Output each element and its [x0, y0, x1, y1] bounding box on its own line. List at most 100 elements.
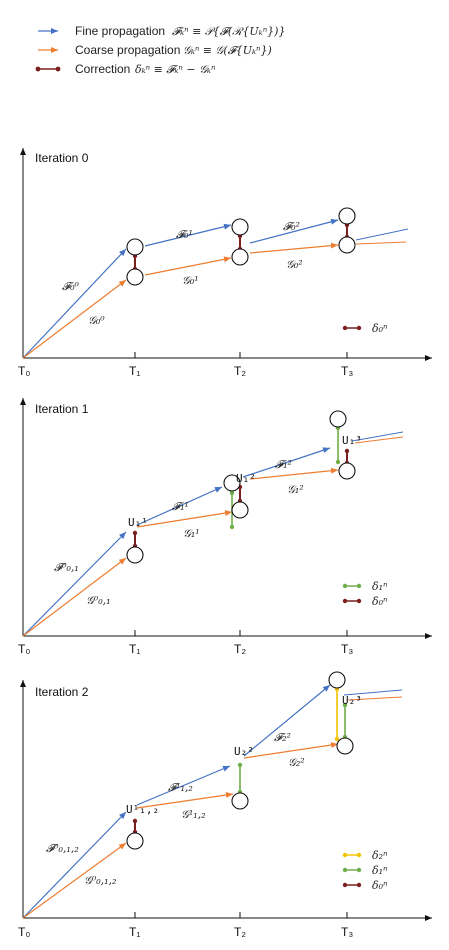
panel-legend-label: δ₀ⁿ [372, 322, 388, 335]
u-label: U¹₁,₂ [126, 803, 159, 816]
panel-title: Iteration 1 [35, 402, 89, 416]
fine-node [338, 207, 356, 225]
coarse-arrow [22, 279, 127, 359]
fine-arrow [22, 248, 127, 359]
coarse-stub [355, 241, 407, 245]
tick-label: T₃ [341, 925, 353, 939]
legend-fine-formula: 𝓕ₖⁿ ≡ 𝒫{𝓕(ℛ{Uₖⁿ})} [172, 25, 285, 38]
panel-iteration-1: Iteration 1 T₀ T₁ T₂ T₃ [18, 398, 432, 656]
fine-arrow [144, 223, 232, 247]
panel-title: Iteration 0 [35, 151, 89, 165]
fine-label: 𝓕¹₁,₂ [168, 781, 193, 794]
panel-legend-label: δ₁ⁿ [372, 580, 388, 593]
coarse-stub [354, 436, 404, 444]
panel-legend: δ₂ⁿ δ₁ⁿ δ₀ⁿ [342, 849, 388, 892]
legend-coarse-label: Coarse propagation [75, 43, 180, 57]
fine-label: 𝓕⁰₀,₁ [54, 561, 79, 574]
fine-stub [355, 228, 409, 241]
coarse-label: 𝒢₀² [286, 258, 303, 271]
tick-label: T₁ [129, 925, 140, 939]
coarse-node [336, 737, 354, 755]
fine-node [329, 410, 347, 428]
panel-iteration-0: Iteration 0 T₀ T₁ T₂ T₃ 𝓕₀⁰ 𝓕₀¹ 𝓕₀² [18, 148, 432, 378]
u-label: U₂² [234, 745, 254, 758]
coarse-node [338, 236, 356, 254]
coarse-node [126, 268, 144, 286]
coarse-label: 𝒢₂² [288, 756, 305, 769]
coarse-node [126, 546, 144, 564]
panel-iteration-2: Iteration 2 T₀ T₁ T₂ T₃ U¹₁,₂ U₂ [18, 671, 432, 939]
legend-coarse: Coarse propagation 𝒢ₖⁿ ≡ 𝒢(𝓕{Uₖⁿ}) [38, 43, 272, 57]
panel-legend-label: δ₀ⁿ [372, 595, 388, 608]
u-label: U₁¹ [128, 516, 148, 529]
fine-node [231, 218, 249, 236]
coarse-label: 𝒢₁² [287, 483, 304, 496]
fine-node [126, 238, 144, 256]
u-label: U₂³ [342, 694, 362, 707]
coarse-arrow [22, 557, 127, 637]
tick-label: T₁ [129, 642, 140, 656]
panel-legend-label: δ₁ⁿ [372, 864, 388, 877]
fine-arrow [136, 486, 223, 526]
coarse-label: 𝒢¹₁,₂ [181, 808, 206, 821]
tick-label: T₀ [18, 364, 30, 378]
coarse-node [231, 792, 249, 810]
fine-label: 𝓕₂² [274, 731, 291, 744]
fine-label: 𝓕⁰₀,₁,₂ [46, 842, 79, 855]
coarse-node [338, 462, 356, 480]
tick-label: T₃ [341, 642, 353, 656]
panel-legend: δ₁ⁿ δ₀ⁿ [342, 580, 388, 608]
fine-node [223, 474, 241, 492]
coarse-node [231, 248, 249, 266]
legend-correction: Correction δₖⁿ ≡ 𝓕ₖⁿ − 𝒢ₖⁿ [35, 62, 215, 76]
coarse-arrow [136, 792, 234, 809]
legend-fine: Fine propagation 𝓕ₖⁿ ≡ 𝒫{𝓕(ℛ{Uₖⁿ})} [38, 24, 285, 38]
tick-label: T₂ [234, 642, 246, 656]
legend: Fine propagation 𝓕ₖⁿ ≡ 𝒫{𝓕(ℛ{Uₖⁿ})} Coar… [35, 24, 285, 76]
coarse-label: 𝒢⁰₀,₁,₂ [84, 874, 116, 887]
coarse-label: 𝒢₀⁰ [88, 314, 105, 327]
panel-title: Iteration 2 [35, 685, 89, 699]
panel-legend: δ₀ⁿ [342, 322, 388, 335]
fine-stub [351, 431, 404, 442]
tick-label: T₀ [18, 925, 30, 939]
coarse-arrow [136, 510, 233, 528]
coarse-arrow [249, 467, 339, 480]
panel-legend-label: δ₀ⁿ [372, 879, 388, 892]
tick-label: T₂ [234, 364, 246, 378]
fine-arrow [136, 765, 231, 806]
fine-label: 𝓕₁² [275, 458, 292, 471]
legend-coarse-formula: 𝒢ₖⁿ ≡ 𝒢(𝓕{Uₖⁿ}) [183, 44, 272, 57]
coarse-node [231, 501, 249, 519]
fine-arrow [242, 447, 331, 478]
u-label: U₁³ [342, 434, 362, 447]
coarse-label: 𝒢₀¹ [182, 274, 199, 287]
fine-arrow [22, 811, 127, 919]
coarse-arrow [249, 242, 339, 254]
tick-label: T₁ [129, 364, 140, 378]
legend-correction-formula: δₖⁿ ≡ 𝓕ₖⁿ − 𝒢ₖⁿ [135, 63, 215, 76]
fine-label: 𝓕₀¹ [176, 228, 193, 241]
fine-stub [343, 689, 403, 696]
coarse-arrow [243, 742, 339, 759]
fine-label: 𝓕₀⁰ [62, 280, 80, 293]
tick-label: T₂ [234, 925, 246, 939]
fine-arrow [249, 218, 339, 244]
coarse-label: 𝒢₁¹ [183, 527, 200, 540]
coarse-arrow [144, 256, 232, 276]
coarse-node [126, 832, 144, 850]
coarse-stub [347, 696, 403, 701]
fine-label: 𝓕₀² [283, 220, 300, 233]
legend-fine-label: Fine propagation [75, 24, 165, 38]
tick-label: T₀ [18, 642, 30, 656]
coarse-label: 𝒢⁰₀,₁ [86, 594, 111, 607]
tick-label: T₃ [341, 364, 353, 378]
u-label: U₁² [236, 472, 256, 485]
fine-arrow [243, 684, 331, 757]
panel-legend-label: δ₂ⁿ [372, 849, 388, 862]
legend-correction-label: Correction [75, 62, 130, 76]
fine-arrow [22, 531, 127, 637]
coarse-arrow [22, 842, 127, 919]
fine-label: 𝓕₁¹ [172, 500, 189, 513]
